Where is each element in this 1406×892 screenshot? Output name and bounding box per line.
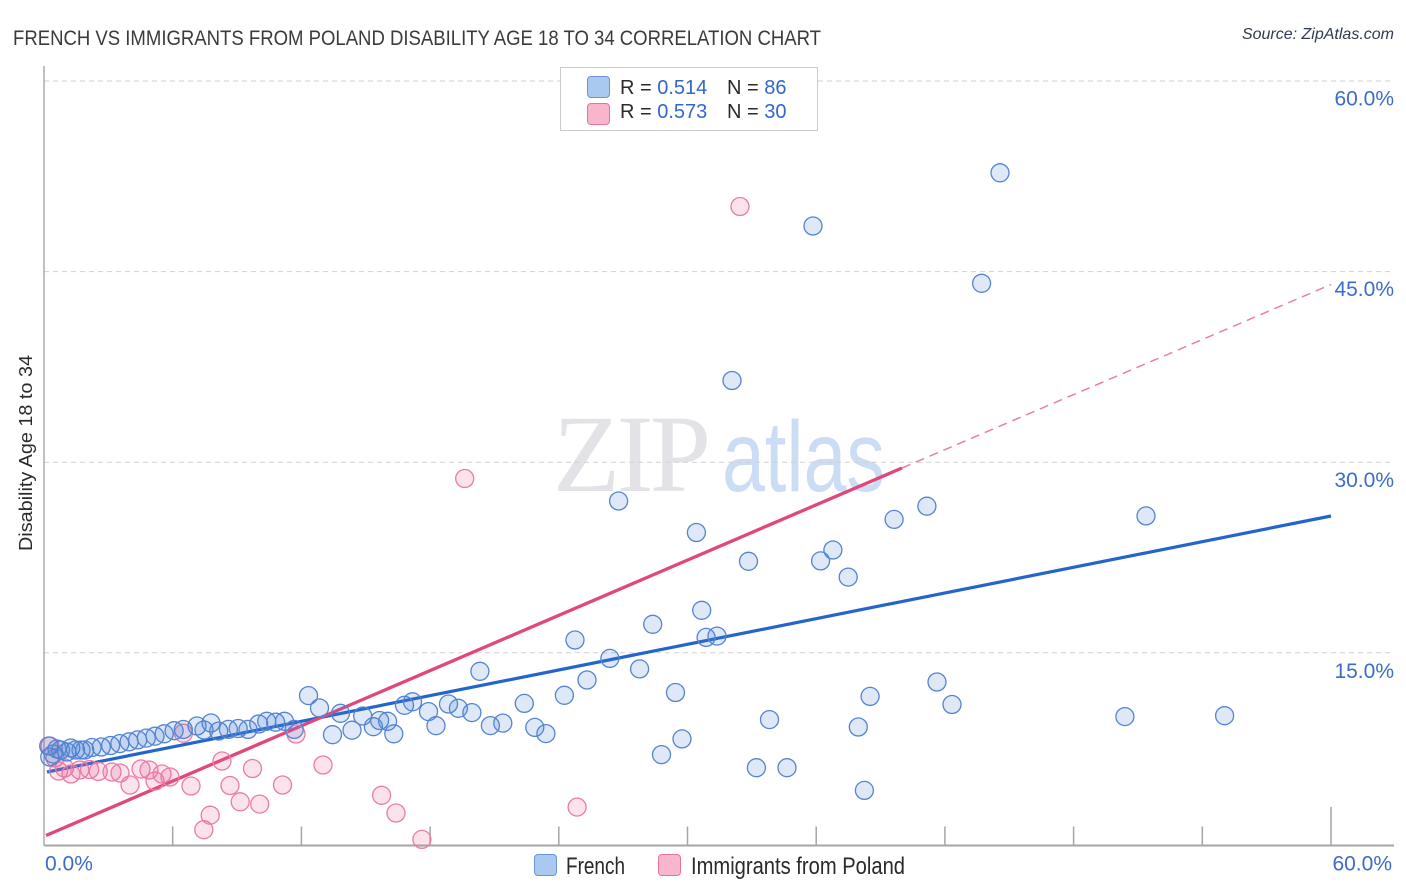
svg-text:60.0%: 60.0% bbox=[1332, 853, 1392, 876]
svg-text:15.0%: 15.0% bbox=[1334, 660, 1394, 683]
svg-text:45.0%: 45.0% bbox=[1334, 278, 1394, 301]
svg-text:30.0%: 30.0% bbox=[1334, 469, 1394, 492]
svg-text:Disability Age 18 to 34: Disability Age 18 to 34 bbox=[16, 355, 36, 551]
svg-text:60.0%: 60.0% bbox=[1334, 88, 1394, 111]
svg-text:Source: ZipAtlas.com: Source: ZipAtlas.com bbox=[1242, 26, 1394, 43]
svg-text:0.0%: 0.0% bbox=[45, 853, 93, 876]
svg-text:FRENCH VS IMMIGRANTS FROM POLA: FRENCH VS IMMIGRANTS FROM POLAND DISABIL… bbox=[13, 27, 821, 50]
svg-text:atlas: atlas bbox=[722, 401, 885, 513]
svg-text:ZIP: ZIP bbox=[553, 393, 711, 515]
svg-text:French: French bbox=[566, 853, 625, 880]
svg-text:Immigrants from Poland: Immigrants from Poland bbox=[691, 853, 905, 880]
